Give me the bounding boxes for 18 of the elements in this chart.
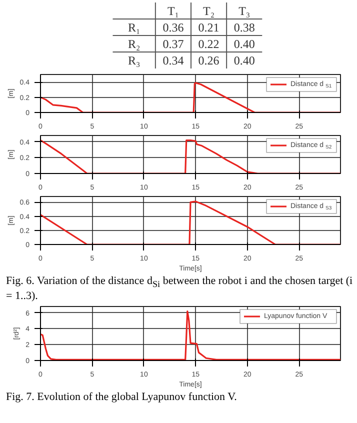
y-tick-label: R₃ — [128, 53, 140, 68]
data-label: 0.40 — [234, 53, 255, 68]
y-tick-label: R₁ — [128, 20, 140, 34]
line-series — [40, 139, 340, 174]
data-label: 0.40 — [234, 36, 255, 51]
data-label: 0.26 — [198, 53, 220, 68]
data-label: 0.36 — [162, 20, 184, 34]
y-tick-label: R₂ — [128, 36, 140, 51]
data-label: 0.37 — [162, 36, 184, 51]
data-label: 0.22 — [198, 36, 220, 51]
caption: Fig. 7. Evolution of the global Lyapunov function V. — [6, 391, 237, 404]
text: Fig. 6. Variation of the distance d$_{Si}$ between the robot i and the chosen target (i = 1..3). — [6, 275, 353, 302]
data-label: 0.38 — [234, 20, 255, 34]
x-tick-label: T₃ — [238, 4, 250, 18]
x-tick-label: T₂ — [203, 4, 215, 18]
x-tick-label: T₁ — [167, 4, 179, 18]
data-label: 0.21 — [198, 20, 220, 34]
data-label: 0.34 — [162, 53, 184, 68]
